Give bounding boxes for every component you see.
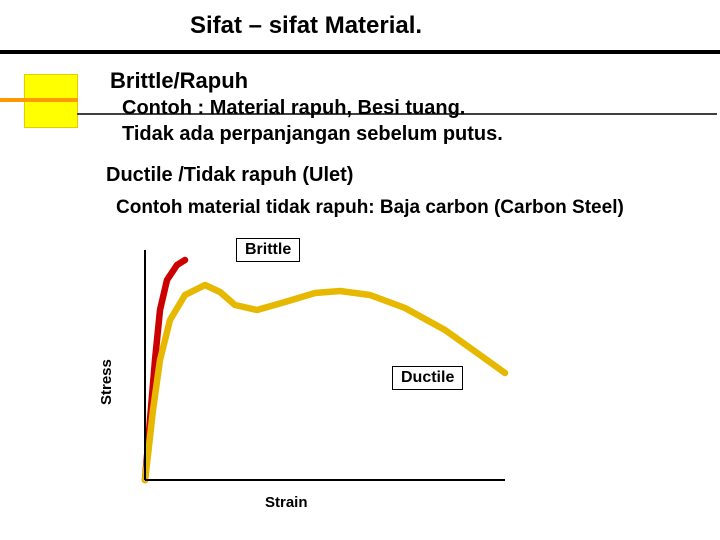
page-title: Sifat – sifat Material. bbox=[190, 12, 422, 40]
bullet-line-orange bbox=[0, 98, 78, 102]
brittle-line-2: Tidak ada perpanjangan sebelum putus. bbox=[122, 123, 503, 146]
title-underline bbox=[0, 50, 720, 54]
stress-strain-chart: Brittle Ductile Stress Strain bbox=[60, 230, 540, 520]
ductile-line-1: Contoh material tidak rapuh: Baja carbon… bbox=[116, 197, 624, 219]
chart-svg bbox=[60, 230, 540, 520]
ductile-heading: Ductile /Tidak rapuh (Ulet) bbox=[106, 164, 353, 187]
brittle-line-1: Contoh : Material rapuh, Besi tuang. bbox=[122, 97, 465, 120]
x-axis-label: Strain bbox=[265, 494, 308, 511]
y-axis-label: Stress bbox=[98, 359, 115, 405]
brittle-heading: Brittle/Rapuh bbox=[110, 68, 248, 94]
ductile-annotation: Ductile bbox=[392, 366, 463, 390]
brittle-annotation: Brittle bbox=[236, 238, 300, 262]
